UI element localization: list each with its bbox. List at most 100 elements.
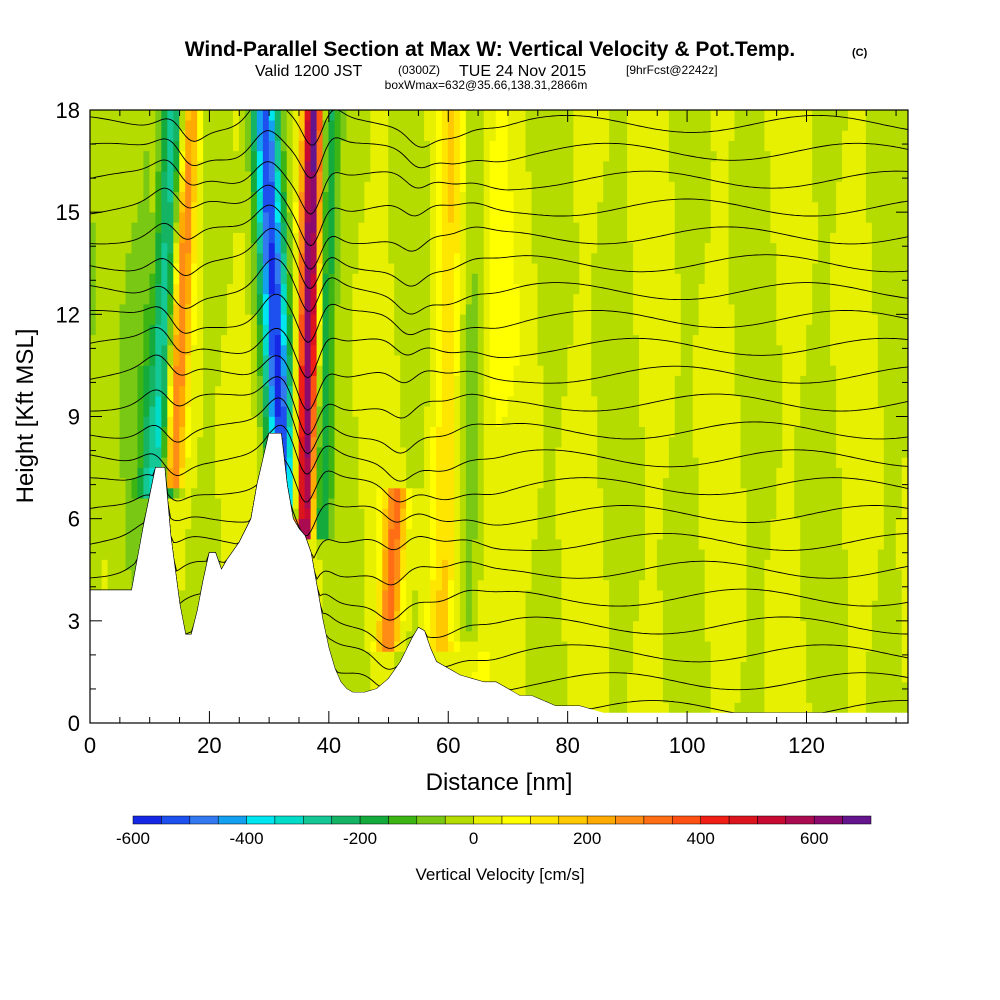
velocity-cell <box>280 436 288 448</box>
velocity-cell <box>477 150 485 162</box>
velocity-cell <box>507 497 515 509</box>
velocity-cell <box>549 283 557 295</box>
velocity-cell <box>507 579 515 591</box>
velocity-cell <box>215 354 222 366</box>
velocity-cell <box>143 222 151 233</box>
velocity-cell <box>137 191 145 203</box>
velocity-cell <box>286 283 294 295</box>
velocity-cell <box>101 405 109 417</box>
velocity-cell <box>364 477 371 489</box>
velocity-cell <box>489 385 497 397</box>
velocity-cell <box>537 487 545 499</box>
velocity-cell <box>531 324 539 336</box>
velocity-cell <box>238 222 246 233</box>
velocity-cell <box>555 457 562 468</box>
velocity-cell <box>370 569 377 581</box>
velocity-cell <box>95 549 103 560</box>
velocity-cell <box>268 344 276 356</box>
velocity-cell <box>90 559 97 571</box>
velocity-cell <box>513 314 521 325</box>
velocity-cell <box>167 436 174 448</box>
velocity-cell <box>531 579 539 591</box>
velocity-cell <box>471 467 479 479</box>
velocity-cell <box>388 130 395 141</box>
velocity-cell <box>137 385 145 397</box>
velocity-cell <box>227 314 234 325</box>
velocity-cell <box>113 457 121 468</box>
velocity-cell <box>298 242 306 254</box>
velocity-cell <box>400 303 407 315</box>
velocity-cell <box>412 620 419 632</box>
velocity-cell <box>573 395 580 407</box>
velocity-cell <box>424 171 431 182</box>
velocity-cell <box>543 569 551 581</box>
velocity-cell <box>376 497 383 509</box>
velocity-cell <box>573 262 580 274</box>
velocity-cell <box>400 508 407 519</box>
velocity-cell <box>227 181 234 193</box>
velocity-cell <box>531 497 539 509</box>
velocity-cell <box>143 477 151 489</box>
velocity-cell <box>125 252 133 264</box>
velocity-cell <box>382 222 389 233</box>
velocity-cell <box>90 477 97 489</box>
velocity-cell <box>298 477 306 489</box>
velocity-cell <box>155 160 162 172</box>
velocity-cell <box>465 140 473 152</box>
velocity-cell <box>101 579 109 591</box>
velocity-cell <box>370 589 377 601</box>
velocity-cell <box>268 283 276 295</box>
velocity-cell <box>131 160 139 172</box>
velocity-cell <box>465 405 473 417</box>
velocity-cell <box>543 385 551 397</box>
velocity-cell <box>483 651 491 662</box>
velocity-cell <box>131 365 139 376</box>
velocity-cell <box>113 293 121 305</box>
velocity-cell <box>549 303 557 315</box>
velocity-cell <box>388 569 395 581</box>
velocity-cell <box>513 518 521 530</box>
velocity-cell <box>352 651 359 662</box>
velocity-cell <box>209 446 216 458</box>
velocity-cell <box>179 559 186 571</box>
velocity-cell <box>525 467 533 479</box>
velocity-cell <box>131 518 139 530</box>
velocity-cell <box>167 242 174 254</box>
velocity-cell <box>382 600 389 611</box>
velocity-cell <box>531 477 539 489</box>
velocity-cell <box>519 171 527 182</box>
velocity-cell <box>507 538 515 550</box>
velocity-cell <box>471 375 479 387</box>
velocity-cell <box>364 528 371 540</box>
velocity-cell <box>418 324 425 336</box>
velocity-cell <box>573 579 580 591</box>
velocity-cell <box>573 589 580 601</box>
velocity-cell <box>406 497 413 509</box>
velocity-cell <box>173 477 180 489</box>
velocity-cell <box>376 610 383 622</box>
velocity-cell <box>179 344 186 356</box>
velocity-cell <box>173 405 180 417</box>
velocity-cell <box>322 610 330 622</box>
velocity-cell <box>310 426 318 438</box>
velocity-cell <box>334 375 342 387</box>
velocity-cell <box>173 252 180 264</box>
velocity-cell <box>459 354 467 366</box>
velocity-cell <box>453 160 461 172</box>
velocity-cell <box>495 477 503 489</box>
velocity-cell <box>507 365 515 376</box>
velocity-cell <box>191 303 198 315</box>
velocity-cell <box>185 395 192 407</box>
velocity-cell <box>334 211 342 223</box>
velocity-cell <box>310 273 318 284</box>
velocity-cell <box>113 528 121 540</box>
velocity-cell <box>561 446 568 458</box>
velocity-cell <box>382 467 389 479</box>
velocity-cell <box>412 405 419 417</box>
velocity-cell <box>119 211 127 223</box>
velocity-cell <box>447 283 455 295</box>
velocity-cell <box>125 354 133 366</box>
velocity-cell <box>137 395 145 407</box>
velocity-cell <box>155 181 162 193</box>
velocity-cell <box>292 242 300 254</box>
